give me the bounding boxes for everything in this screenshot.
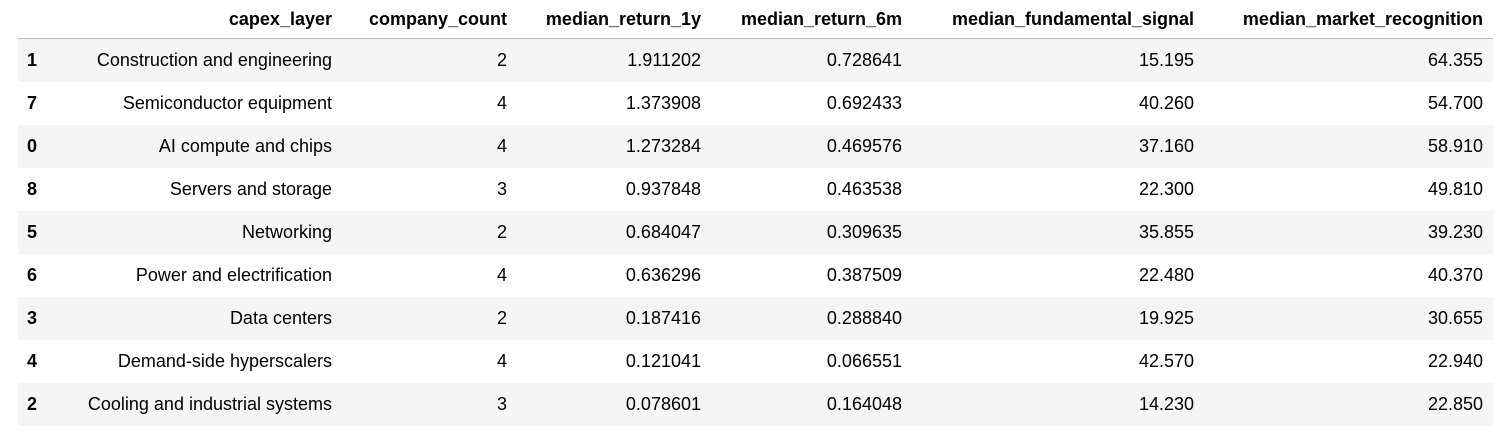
table-cell: 40.370 [1427, 265, 1483, 285]
table-row: 1 Construction and engineering 2 1.911202 0.… [18, 38, 1493, 82]
table-cell: 1.373908 [625, 93, 701, 113]
table-cell: 0.469576 [826, 136, 902, 156]
table-cell: Demand-side hyperscalers [117, 351, 332, 371]
table-row: 7 Semiconductor equipment 4 1.373908 0.69243… [18, 82, 1493, 125]
row-index: 8 [27, 179, 38, 199]
table-cell: 0.121041 [625, 351, 701, 371]
index-header [18, 0, 45, 39]
table-header: capex_layer company_count median_return_1y… [18, 0, 1493, 39]
table-cell: 64.355 [1427, 50, 1483, 70]
table-cell: Cooling and industrial systems [87, 394, 332, 414]
row-index: 2 [27, 394, 38, 414]
table-cell: 1.911202 [627, 50, 701, 70]
table-cell: AI compute and chips [158, 136, 332, 156]
table-cell: 4 [496, 351, 507, 371]
table-cell: 40.260 [1138, 93, 1194, 113]
table-cell: 0.692433 [826, 93, 902, 113]
table-cell: 0.728641 [826, 50, 902, 70]
table-cell: Servers and storage [169, 179, 332, 199]
row-index: 0 [27, 136, 38, 156]
table-cell: 2 [496, 222, 507, 242]
column-header: median_market_recognition [1204, 0, 1493, 39]
table-cell: 22.480 [1138, 265, 1194, 285]
row-index: 3 [27, 308, 38, 328]
table-cell: 0.463538 [826, 179, 902, 199]
table-cell: 14.230 [1138, 394, 1194, 414]
table-cell: 4 [496, 265, 507, 285]
table-cell: Construction and engineering [96, 50, 332, 70]
table-cell: 39.230 [1427, 222, 1483, 242]
table-row: 6 Power and electrification 4 0.636296 0.387… [18, 254, 1493, 297]
table-cell: 0.187416 [625, 308, 701, 328]
column-header: median_return_1y [517, 0, 711, 39]
table-row: 4 Demand-side hyperscalers 4 0.121041 0.0665… [18, 340, 1493, 383]
table-row: 2 Cooling and industrial systems 3 0.078601… [18, 383, 1493, 426]
table-cell: 15.195 [1138, 50, 1194, 70]
table-row: 8 Servers and storage 3 0.937848 0.463538 22.… [18, 168, 1493, 211]
table-cell: 0.164048 [826, 394, 902, 414]
column-header: company_count [342, 0, 517, 39]
table-cell: 0.288840 [826, 308, 902, 328]
table-cell: 54.700 [1427, 93, 1483, 113]
table-cell: 4 [496, 93, 507, 113]
table-cell: 3 [496, 394, 507, 414]
table-row: 0 AI compute and chips 4 1.273284 0.469576 37… [18, 125, 1493, 168]
table-cell: 30.655 [1427, 308, 1483, 328]
table-row: 3 Data centers 2 0.187416 0.288840 19.925 30.6… [18, 297, 1493, 340]
table-cell: 58.910 [1427, 136, 1483, 156]
table-cell: Networking [241, 222, 332, 242]
column-header: median_return_6m [711, 0, 912, 39]
table-cell: 0.078601 [625, 394, 701, 414]
table-cell: 2 [496, 50, 507, 70]
table-body: 1 Construction and engineering 2 1.911202 0.… [18, 38, 1493, 426]
column-header: capex_layer [45, 0, 342, 39]
table-cell: 0.684047 [625, 222, 701, 242]
table-cell: 37.160 [1138, 136, 1194, 156]
table-cell: 35.855 [1138, 222, 1194, 242]
table-cell: 19.925 [1138, 308, 1194, 328]
table-cell: 22.850 [1427, 394, 1483, 414]
table-cell: Data centers [229, 308, 332, 328]
row-index: 6 [27, 265, 38, 285]
table-cell: 3 [496, 179, 507, 199]
table-cell: 22.940 [1427, 351, 1483, 371]
table-cell: 0.636296 [625, 265, 701, 285]
table-cell: 49.810 [1427, 179, 1483, 199]
table-cell: 0.309635 [826, 222, 902, 242]
table-cell: 0.387509 [826, 265, 902, 285]
table-cell: 0.066551 [826, 351, 902, 371]
table-cell: 42.570 [1138, 351, 1194, 371]
table-cell: 2 [496, 308, 507, 328]
row-index: 4 [27, 351, 38, 371]
table-cell: 0.937848 [625, 179, 701, 199]
table-row: 5 Networking 2 0.684047 0.309635 35.855 39.230 [18, 211, 1493, 254]
row-index: 5 [27, 222, 38, 242]
row-index: 7 [27, 93, 38, 113]
table-cell: 22.300 [1138, 179, 1194, 199]
row-index: 1 [27, 50, 38, 70]
header-row: capex_layer company_count median_return_1y… [18, 0, 1493, 39]
table-cell: 1.273284 [625, 136, 701, 156]
table-cell: Semiconductor equipment [122, 93, 332, 113]
table-cell: Power and electrification [135, 265, 332, 285]
table-cell: 4 [496, 136, 507, 156]
dataframe-table: capex_layer company_count median_return_1y… [18, 0, 1493, 426]
column-header: median_fundamental_signal [912, 0, 1204, 39]
